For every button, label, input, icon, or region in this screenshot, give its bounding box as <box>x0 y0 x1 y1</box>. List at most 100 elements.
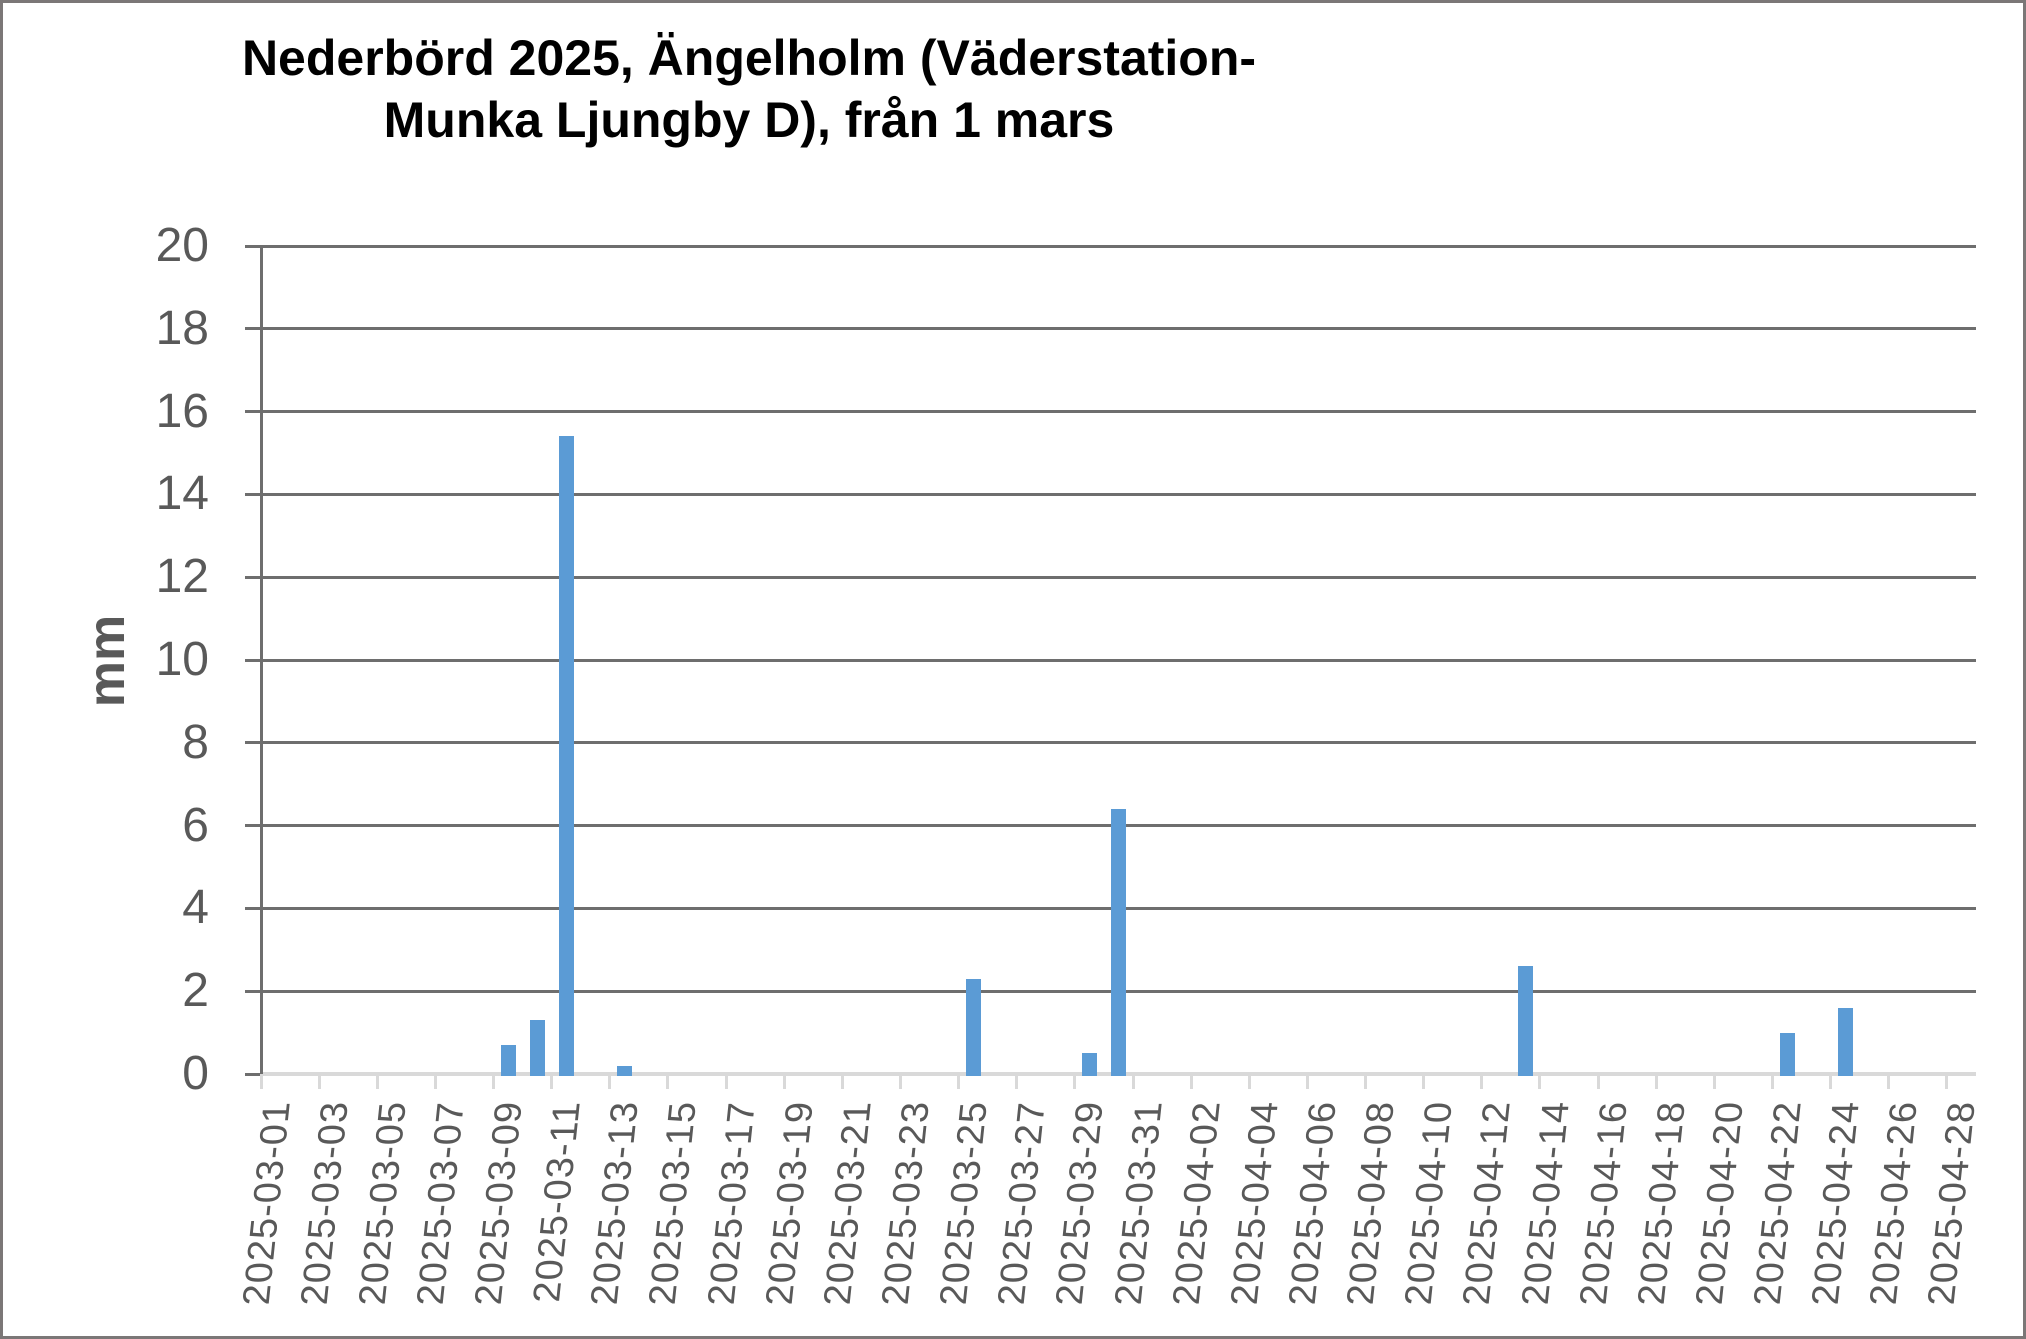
x-axis-tick <box>1073 1074 1077 1089</box>
x-axis-tick <box>608 1074 612 1089</box>
x-axis-label: 2025-03-03 <box>293 1101 357 1306</box>
x-axis-tick <box>375 1074 379 1089</box>
x-axis-tick <box>492 1074 496 1089</box>
x-axis-label: 2025-04-24 <box>1804 1101 1869 1306</box>
plot-area: 0 2 4 6 8 10 12 14 16 18 20 2025-03-01 2025-03-03 202… <box>156 222 1985 1306</box>
bar-2025-03-30 <box>1111 809 1126 1076</box>
x-axis-tick <box>666 1074 670 1089</box>
y-axis-label: 4 <box>182 881 209 935</box>
y-axis-label: 14 <box>155 467 209 521</box>
x-axis-tick <box>1422 1074 1426 1089</box>
y-gridline <box>261 575 1976 579</box>
bar-2025-03-25 <box>965 978 981 1076</box>
x-axis-label: 2025-03-27 <box>990 1101 1055 1306</box>
x-axis-tick <box>1887 1074 1891 1089</box>
y-axis-tick <box>245 575 261 579</box>
bar-2025-04-13 <box>1517 966 1533 1076</box>
y-axis-tick <box>245 824 261 828</box>
x-axis-tick <box>1364 1074 1368 1089</box>
chart-title-line-2: Munka Ljungby D), från 1 mars <box>383 92 1115 148</box>
y-gridline <box>261 327 1976 331</box>
x-axis-label: 2025-04-16 <box>1572 1101 1636 1306</box>
x-axis-tick <box>957 1074 961 1089</box>
bar-2025-03-10 <box>529 1020 545 1076</box>
x-axis-tick <box>1538 1074 1542 1089</box>
x-axis-tick <box>1189 1074 1193 1089</box>
x-axis-label: 2025-03-19 <box>758 1101 822 1306</box>
x-axis-label: 2025-03-25 <box>932 1101 997 1306</box>
bar-2025-03-13 <box>616 1065 632 1076</box>
bar-2025-03-11 <box>558 436 574 1076</box>
x-axis-label: 2025-04-26 <box>1862 1101 1927 1306</box>
x-axis-tick <box>898 1074 902 1089</box>
x-axis-tick <box>1131 1074 1135 1089</box>
y-axis-tick <box>245 1072 261 1076</box>
x-axis-label: 2025-04-12 <box>1455 1101 1520 1306</box>
y-axis-label: 0 <box>182 1047 209 1100</box>
x-axis-label: 2025-04-22 <box>1746 1101 1811 1306</box>
x-axis-label: 2025-03-23 <box>874 1101 939 1306</box>
bar-2025-04-22 <box>1779 1032 1795 1076</box>
y-gridline <box>261 410 1976 414</box>
x-axis-tick <box>1829 1074 1833 1089</box>
y-gridline <box>261 741 1976 745</box>
x-axis-label: 2025-03-13 <box>583 1101 648 1306</box>
x-axis-label: 2025-03-21 <box>816 1101 880 1306</box>
x-axis-label: 2025-03-05 <box>351 1101 415 1306</box>
y-axis-label: 2 <box>182 964 209 1018</box>
x-axis-tick <box>259 1074 263 1089</box>
x-axis-tick <box>1596 1074 1600 1089</box>
y-axis-tick <box>245 492 261 496</box>
bar-2025-04-24 <box>1837 1007 1853 1076</box>
y-gridline <box>261 658 1976 662</box>
x-axis-label: 2025-03-15 <box>641 1101 706 1306</box>
x-axis-tick <box>840 1074 844 1089</box>
x-axis-label: 2025-04-28 <box>1920 1101 1985 1306</box>
y-axis-tick <box>245 244 261 248</box>
x-axis-label: 2025-03-07 <box>409 1101 473 1306</box>
y-gridline <box>261 244 1976 248</box>
y-axis-label: 8 <box>182 715 209 769</box>
chart-title-line-1: Nederbörd 2025, Ängelholm (Väderstation- <box>241 30 1257 86</box>
x-axis-tick <box>1771 1074 1775 1089</box>
x-axis-tick <box>782 1074 786 1089</box>
x-axis-label: 2025-04-08 <box>1339 1101 1404 1306</box>
x-axis-tick <box>433 1074 437 1089</box>
x-axis-tick <box>1480 1074 1484 1089</box>
y-axis-tick <box>245 410 261 414</box>
x-axis-tick <box>317 1074 321 1089</box>
x-axis-tick <box>1247 1074 1251 1089</box>
y-axis-label: 16 <box>155 384 209 438</box>
x-axis-label: 2025-04-18 <box>1630 1101 1694 1306</box>
y-axis-label: 10 <box>155 633 209 686</box>
y-axis-tick <box>245 658 261 662</box>
x-axis-label: 2025-03-11 <box>526 1101 590 1303</box>
x-axis-label: 2025-04-20 <box>1688 1101 1752 1306</box>
y-axis-tick <box>245 327 261 331</box>
x-axis-label: 2025-03-17 <box>700 1101 764 1306</box>
x-axis-tick <box>550 1074 554 1089</box>
x-axis-label: 2025-04-04 <box>1223 1101 1287 1306</box>
x-axis-label: 2025-04-02 <box>1165 1101 1229 1306</box>
y-axis-label: 6 <box>182 798 209 852</box>
x-axis-label: 2025-04-10 <box>1397 1101 1462 1306</box>
x-axis-tick <box>1015 1074 1019 1089</box>
bar-2025-03-09 <box>500 1045 516 1076</box>
y-axis-tick <box>245 741 261 745</box>
x-axis-tick <box>724 1074 728 1089</box>
y-axis-label: 18 <box>155 301 209 355</box>
x-axis-label: 2025-03-31 <box>1107 1101 1171 1306</box>
y-axis-label: 12 <box>155 550 209 604</box>
y-axis-tick <box>245 989 261 993</box>
x-axis-label: 2025-04-06 <box>1281 1101 1345 1306</box>
y-axis-label: 20 <box>155 219 209 272</box>
x-axis-label: 2025-03-29 <box>1048 1101 1113 1306</box>
x-axis-tick <box>1654 1074 1658 1089</box>
x-axis-tick <box>1305 1074 1309 1089</box>
chart-title: Nederbörd 2025, Ängelholm (Väderstation-… <box>99 27 1399 151</box>
y-axis-tick <box>245 906 261 910</box>
x-axis-tick <box>1945 1074 1949 1089</box>
x-axis-label: 2025-04-14 <box>1514 1101 1578 1306</box>
bar-2025-03-29 <box>1081 1053 1097 1076</box>
